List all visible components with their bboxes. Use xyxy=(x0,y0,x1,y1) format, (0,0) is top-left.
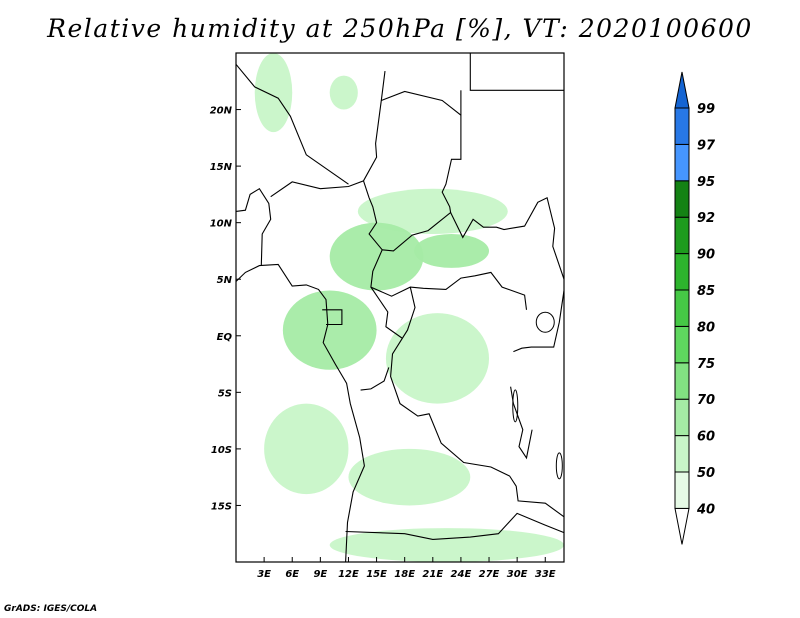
border-line xyxy=(513,290,565,353)
lon-tick-label: 9E xyxy=(313,569,327,580)
lon-tick-label: 6E xyxy=(285,569,299,580)
colorbar-label: 50 xyxy=(697,466,715,481)
border-line xyxy=(235,263,365,563)
colorbar-segment xyxy=(674,143,690,182)
lat-tick-label: 10N xyxy=(210,219,233,230)
country-borders xyxy=(235,53,565,563)
lon-tick-label: 3E xyxy=(257,569,271,580)
border-line xyxy=(390,286,565,518)
humidity-region xyxy=(329,528,564,562)
lon-tick-label: 12E xyxy=(338,569,359,580)
border-line xyxy=(345,512,565,540)
colorbar-label: 97 xyxy=(697,138,716,153)
border-line xyxy=(370,271,528,310)
border-line xyxy=(360,367,390,391)
lake-victoria xyxy=(535,311,555,333)
colorbar: 40 50 60 70 75 80 85 90 92 95 97 99 xyxy=(674,71,716,545)
lon-tick-label: 18E xyxy=(394,569,415,580)
latitude-axis: 20N 15N 10N 5N EQ 5S 10S 15S xyxy=(210,106,241,512)
lat-tick-label: 10S xyxy=(211,445,232,456)
grads-footer: GrADS: IGES/COLA xyxy=(4,604,98,614)
colorbar-label: 92 xyxy=(697,211,715,226)
colorbar-segment xyxy=(674,289,690,327)
border-line xyxy=(450,197,565,280)
colorbar-label: 85 xyxy=(697,284,715,299)
colorbar-segment xyxy=(674,253,690,291)
humidity-region xyxy=(329,222,424,291)
map-frame xyxy=(235,52,565,563)
longitude-axis: 3E 6E 9E 12E 15E 18E 21E 24E 27E 30E 33E xyxy=(257,557,556,580)
lon-tick-label: 33E xyxy=(535,569,556,580)
colorbar-segment xyxy=(674,107,690,145)
humidity-region xyxy=(357,188,508,234)
humidity-region xyxy=(282,290,377,370)
colorbar-label: 40 xyxy=(696,502,715,517)
lat-tick-label: 15S xyxy=(211,501,232,512)
border-line xyxy=(469,53,564,91)
lat-tick-label: 5S xyxy=(218,388,232,399)
colorbar-label: 95 xyxy=(697,175,715,190)
colorbar-label: 99 xyxy=(697,102,715,117)
colorbar-segment xyxy=(674,362,690,400)
colorbar-label: 90 xyxy=(697,248,715,263)
chart-title: Relative humidity at 250hPa [%], VT: 202… xyxy=(47,14,753,43)
colorbar-segment xyxy=(674,325,690,364)
border-line xyxy=(235,63,349,185)
border-line xyxy=(363,71,386,182)
lat-tick-label: 20N xyxy=(210,106,233,117)
humidity-region xyxy=(254,53,293,133)
humidity-region xyxy=(264,403,349,495)
colorbar-arrow-bottom xyxy=(674,507,690,545)
colorbar-label: 60 xyxy=(697,430,715,445)
colorbar-segment xyxy=(674,398,690,437)
colorbar-label: 75 xyxy=(697,357,715,372)
humidity-region xyxy=(329,75,358,110)
lake-tanganyika xyxy=(512,389,519,423)
border-line xyxy=(510,386,533,460)
colorbar-segment xyxy=(674,180,690,218)
humidity-region xyxy=(385,313,490,404)
border-line xyxy=(381,90,462,252)
lon-tick-label: 24E xyxy=(451,569,472,580)
lon-tick-label: 30E xyxy=(507,569,528,580)
lat-tick-label: 5N xyxy=(217,275,233,286)
colorbar-label: 70 xyxy=(697,393,715,408)
humidity-region xyxy=(414,233,490,268)
border-line xyxy=(235,187,272,266)
colorbar-segment xyxy=(674,471,690,509)
lon-tick-label: 27E xyxy=(479,569,500,580)
lake-malawi xyxy=(555,452,563,480)
humidity-region xyxy=(348,448,471,506)
colorbar-label: 80 xyxy=(697,320,715,335)
lat-tick-label: 15N xyxy=(210,162,233,173)
colorbar-segment xyxy=(674,435,690,473)
lon-tick-label: 21E xyxy=(422,569,443,580)
border-line xyxy=(270,180,403,339)
lat-tick-label: EQ xyxy=(217,332,233,343)
lon-tick-label: 15E xyxy=(366,569,387,580)
colorbar-arrow-top xyxy=(674,71,690,109)
border-line xyxy=(322,309,343,326)
humidity-fill xyxy=(254,53,564,562)
colorbar-segment xyxy=(674,216,690,255)
